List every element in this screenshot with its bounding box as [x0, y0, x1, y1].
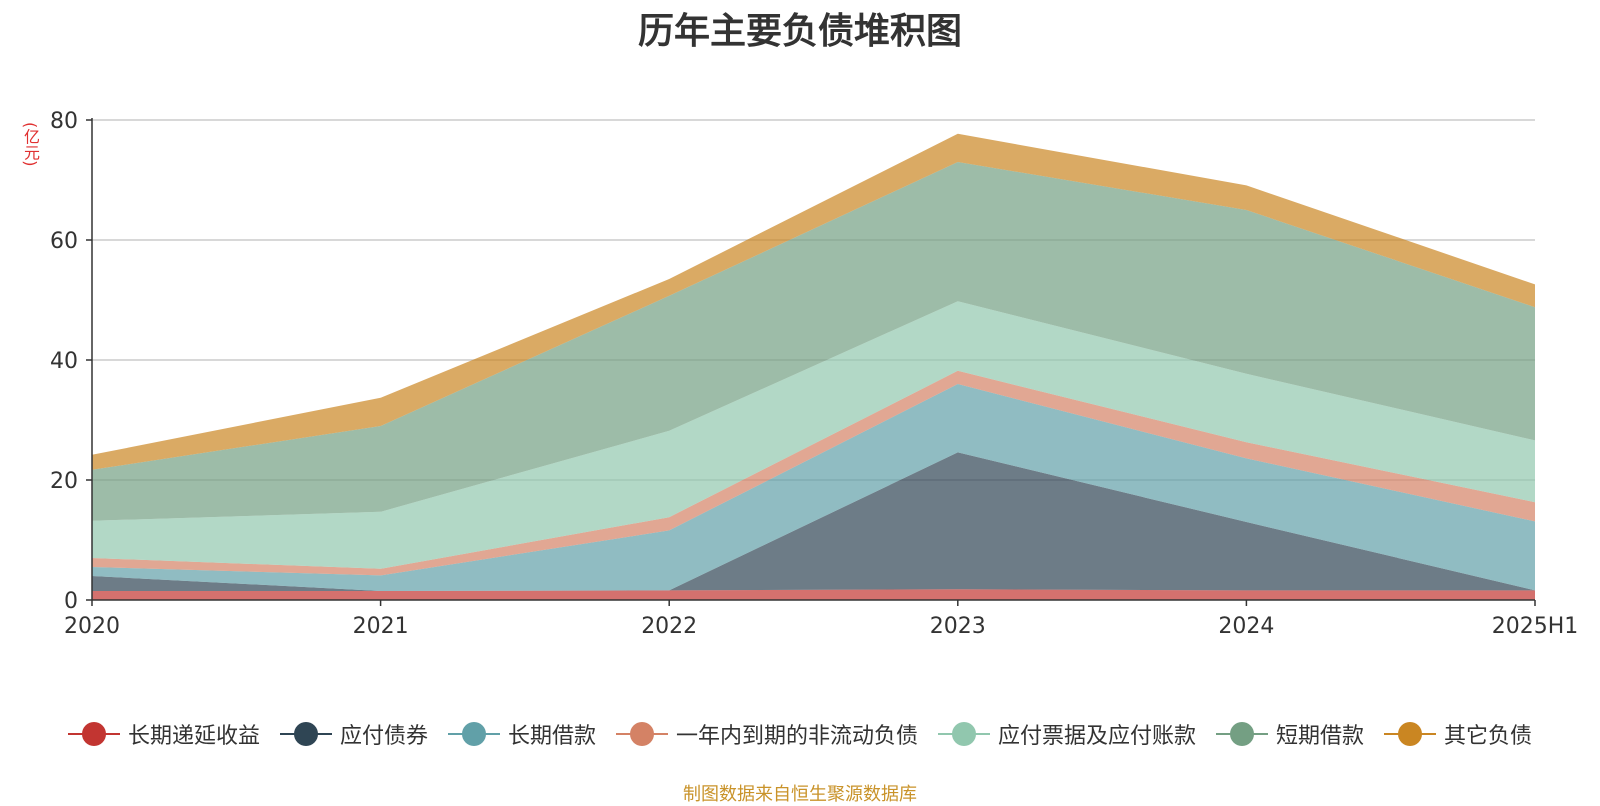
legend-label: 短期借款: [1276, 724, 1365, 749]
legend-item-7[interactable]: 其它负债: [1384, 718, 1532, 750]
legend-label: 应付债券: [339, 724, 428, 749]
legend-marker-icon: [1216, 722, 1269, 746]
source-note: 制图数据来自恒生聚源数据库: [683, 784, 917, 805]
legend-item-4[interactable]: 一年内到期的非流动负债: [615, 718, 918, 750]
legend-item-5[interactable]: 应付票据及应付账款: [938, 718, 1196, 750]
x-tick-label-3: 2023: [930, 614, 986, 639]
legend-marker-icon: [447, 722, 500, 746]
area-series-2: [92, 452, 1535, 591]
legend-label: 其它负债: [1444, 724, 1533, 749]
legend-item-2[interactable]: 应付债券: [279, 718, 428, 750]
axes: [86, 118, 1536, 606]
y-tick-label-0: 0: [64, 589, 78, 614]
legend-label: 长期递延收益: [127, 724, 260, 749]
legend-label: 应付票据及应付账款: [998, 724, 1197, 749]
legend-marker-icon: [279, 722, 332, 746]
legend-marker-icon: [615, 722, 668, 746]
y-axis-unit-label: (亿元): [21, 122, 40, 167]
tick-labels: 0 20 40 60 80 2020 2021 2022 2023 2024 2025H1: [50, 109, 1578, 639]
area-series-5: [92, 301, 1535, 569]
legend-label: 一年内到期的非流动负债: [675, 724, 918, 749]
legend-label: 长期借款: [507, 724, 596, 749]
x-tick-label-1: 2021: [353, 614, 409, 639]
area-series-6: [92, 162, 1535, 521]
area-series: [92, 133, 1535, 600]
legend-item-6[interactable]: 短期借款: [1216, 718, 1364, 750]
y-tick-label-20: 20: [50, 469, 78, 494]
x-tick-label-2: 2022: [641, 614, 697, 639]
y-tick-label-80: 80: [50, 109, 78, 134]
legend: 长期递延收益 应付债券 长期借款 一年内到期的非流动负债 应付票据及应付账款 短期借款 其它…: [0, 718, 1600, 750]
y-tick-label-60: 60: [50, 229, 78, 254]
area-series-1: [92, 589, 1535, 600]
legend-item-3[interactable]: 长期借款: [447, 718, 596, 750]
chart-title: 历年主要负债堆积图: [637, 11, 962, 52]
legend-marker-icon: [938, 722, 990, 746]
y-tick-label-40: 40: [50, 349, 78, 374]
x-tick-label-5: 2025H1: [1492, 614, 1579, 639]
area-series-7: [92, 133, 1535, 470]
x-tick-label-0: 2020: [64, 614, 120, 639]
legend-item-1[interactable]: 长期递延收益: [67, 718, 260, 750]
stacked-area-chart: 0 20 40 60 80 2020 2021 2022 2023 2024 2025H1: [50, 109, 1578, 639]
x-tick-label-4: 2024: [1218, 614, 1274, 639]
area-series-3: [92, 384, 1535, 591]
legend-marker-icon: [67, 722, 120, 746]
legend-marker-icon: [1384, 722, 1437, 746]
